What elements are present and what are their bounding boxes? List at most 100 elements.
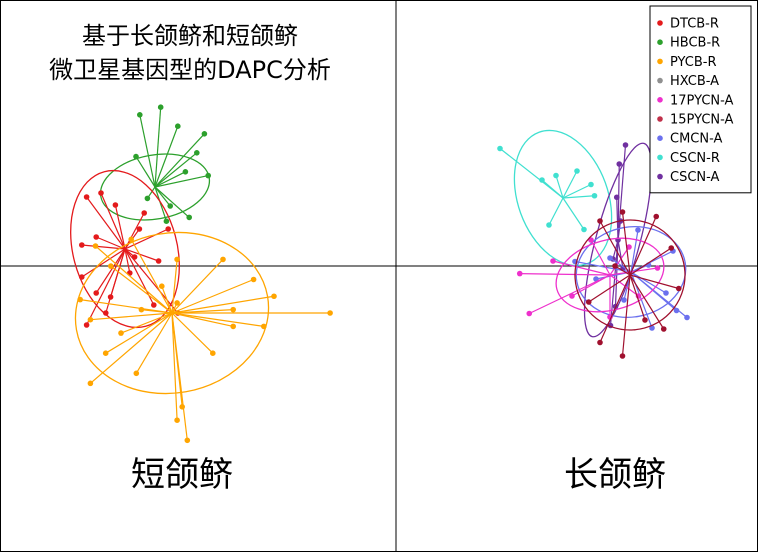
- ray-15pycn-a-3: [629, 247, 672, 276]
- point-pycb-r-6: [118, 330, 124, 336]
- point-cscn-r-6: [546, 222, 552, 228]
- point-dtcb-r-1: [98, 190, 104, 196]
- point-dtcb-r-17: [136, 226, 143, 232]
- legend-item-4: HXCB-A: [670, 74, 719, 89]
- point-pycb-r-3: [87, 380, 94, 387]
- ray-pycb-r-7: [90, 312, 173, 321]
- ray-dtcb-r-3: [124, 212, 145, 250]
- ray-17pycn-a-3: [552, 260, 611, 276]
- point-15pycn-a-3: [668, 245, 675, 251]
- legend-marker-6: [657, 116, 663, 122]
- point-hbcb-r-5: [182, 169, 189, 175]
- legend-marker-9: [657, 173, 663, 180]
- point-cmcn-a-9: [621, 297, 627, 303]
- point-dtcb-r-16: [79, 242, 85, 248]
- ray-cmcn-a-10: [630, 250, 674, 273]
- ray-pycb-r-20: [171, 312, 264, 327]
- ellipse-cscn-a: [583, 142, 653, 338]
- ray-dtcb-r-7: [124, 248, 131, 274]
- ray-cscn-a-0: [617, 144, 627, 241]
- ray-pycb-r-3: [90, 312, 173, 384]
- point-hbcb-r-8: [163, 218, 170, 224]
- point-pycb-r-18: [230, 323, 236, 330]
- ellipse-cmcn-a: [575, 226, 687, 318]
- point-dtcb-r-13: [83, 322, 90, 328]
- ray-17pycn-a-1: [528, 274, 611, 315]
- point-hbcb-r-10: [133, 153, 139, 160]
- ray-cmcn-a-8: [630, 229, 639, 273]
- ray-hbcb-r-6: [154, 186, 171, 207]
- ellipse-pycb-r: [74, 231, 270, 395]
- point-cmcn-a-8: [635, 227, 641, 233]
- legend-item-6: 15PYCN-A: [670, 113, 734, 128]
- point-cscn-r-7: [581, 226, 587, 233]
- point-cscn-r-5: [591, 192, 598, 199]
- cluster-hbcb-r: [99, 104, 211, 224]
- ray-dtcb-r-4: [124, 228, 169, 250]
- ray-pycb-r-18: [171, 312, 234, 327]
- point-dtcb-r-5: [93, 234, 99, 240]
- point-dtcb-r-8: [79, 274, 85, 280]
- legend-box: [649, 5, 752, 194]
- point-pycb-r-13: [92, 243, 99, 249]
- ray-dtcb-r-16: [81, 244, 126, 250]
- ray-hbcb-r-2: [154, 125, 179, 188]
- ray-cscn-r-4: [562, 183, 592, 199]
- point-pycb-r-23: [230, 306, 236, 313]
- point-hbcb-r-4: [194, 150, 200, 156]
- ray-pycb-r-9: [141, 309, 173, 314]
- point-cscn-r-4: [588, 181, 594, 188]
- ray-hbcb-r-0: [154, 107, 162, 188]
- cluster-pycb-r: [74, 231, 333, 444]
- ray-pycb-r-10: [161, 285, 173, 314]
- point-dtcb-r-14: [103, 310, 109, 316]
- ray-cscn-a-7: [617, 239, 624, 269]
- point-cscn-r-1: [539, 177, 545, 183]
- point-cscn-r-3: [574, 168, 580, 174]
- ray-15pycn-a-1: [621, 211, 631, 276]
- ray-pycb-r-17: [171, 295, 275, 314]
- point-17pycn-a-0: [516, 270, 523, 277]
- point-hbcb-r-6: [167, 203, 173, 209]
- ray-hbcb-r-1: [139, 114, 156, 188]
- point-pycb-r-14: [128, 236, 134, 243]
- point-cscn-r-2: [553, 172, 559, 179]
- point-hbcb-r-11: [205, 172, 211, 179]
- ray-cmcn-a-6: [630, 271, 688, 318]
- point-dtcb-r-15: [155, 258, 162, 264]
- ray-cscn-a-2: [616, 197, 619, 241]
- legend-item-8: CSCN-R: [670, 151, 720, 166]
- point-15pycn-a-10: [660, 326, 667, 332]
- cluster-15pycn-a: [574, 209, 686, 359]
- point-17pycn-a-5: [626, 244, 632, 250]
- ray-cscn-r-7: [562, 197, 585, 230]
- ray-dtcb-r-15: [124, 248, 159, 262]
- legend-marker-8: [657, 154, 663, 161]
- panel-2: [497, 129, 690, 359]
- legend-marker-5: [657, 97, 663, 103]
- ray-cscn-r-1: [541, 179, 564, 199]
- point-hbcb-r-9: [186, 214, 192, 221]
- point-17pycn-a-6: [654, 265, 661, 271]
- point-17pycn-a-1: [526, 310, 533, 317]
- ray-pycb-r-2: [171, 312, 183, 407]
- ray-pycb-r-4: [135, 312, 173, 374]
- legend-item-7: CMCN-A: [670, 132, 723, 147]
- ellipse-15pycn-a: [574, 219, 686, 331]
- legend-marker-3: [657, 58, 663, 65]
- ray-pycb-r-14: [130, 239, 173, 314]
- point-15pycn-a-2: [653, 213, 660, 220]
- ray-cscn-a-6: [609, 239, 619, 326]
- point-dtcb-r-2: [112, 202, 119, 208]
- point-dtcb-r-3: [141, 210, 147, 216]
- point-pycb-r-19: [327, 310, 333, 316]
- point-pycb-r-7: [87, 316, 94, 323]
- ray-pycb-r-12: [110, 265, 173, 314]
- point-dtcb-r-0: [83, 194, 90, 200]
- point-hbcb-r-7: [144, 195, 151, 202]
- ray-hbcb-r-8: [154, 186, 167, 222]
- ray-dtcb-r-1: [100, 192, 126, 250]
- ray-pycb-r-13: [95, 245, 173, 314]
- ray-dtcb-r-8: [81, 248, 126, 278]
- point-pycb-r-17: [271, 293, 277, 300]
